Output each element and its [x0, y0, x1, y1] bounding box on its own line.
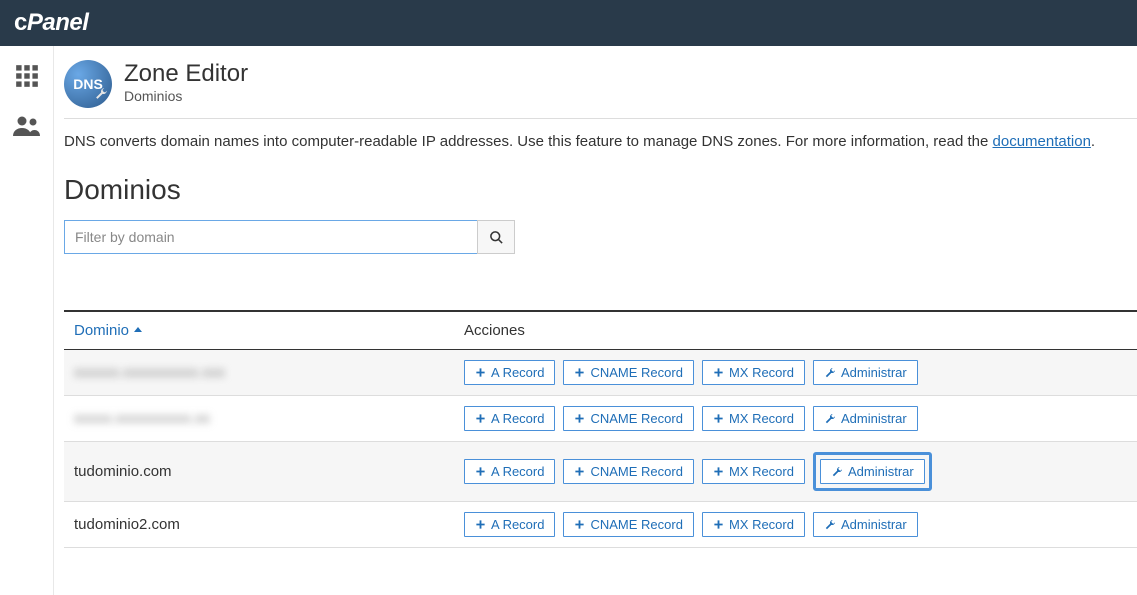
highlight-box: Administrar	[813, 452, 932, 491]
btn-label: MX Record	[729, 518, 794, 531]
plus-icon	[574, 466, 585, 477]
plus-icon	[475, 367, 486, 378]
btn-label: Administrar	[841, 412, 907, 425]
plus-icon	[574, 367, 585, 378]
col-actions-header: Acciones	[454, 311, 1137, 350]
btn-label: MX Record	[729, 412, 794, 425]
btn-label: Administrar	[841, 518, 907, 531]
table-row: xxxxxx.xxxxxxxxxx.xxx A Record CNAME Recor…	[64, 350, 1137, 396]
mx-record-button[interactable]: MX Record	[702, 459, 805, 484]
actions-cell: A Record CNAME Record MX Record Administrar	[454, 502, 1137, 548]
actions-cell: A Record CNAME Record MX Record Administrar	[454, 350, 1137, 396]
cpanel-logo: ccPanelPanel	[14, 9, 88, 37]
plus-icon	[574, 519, 585, 530]
btn-label: CNAME Record	[590, 518, 682, 531]
plus-icon	[574, 413, 585, 424]
cname-record-button[interactable]: CNAME Record	[563, 406, 693, 431]
manage-button[interactable]: Administrar	[813, 512, 918, 537]
domain-name: tudominio2.com	[74, 516, 180, 533]
col-domain-label: Dominio	[74, 322, 129, 339]
intro-prefix: DNS converts domain names into computer-…	[64, 133, 993, 150]
cname-record-button[interactable]: CNAME Record	[563, 459, 693, 484]
dns-icon: DNS	[64, 60, 112, 108]
mx-record-button[interactable]: MX Record	[702, 360, 805, 385]
cname-record-button[interactable]: CNAME Record	[563, 360, 693, 385]
page-subtitle: Dominios	[124, 88, 248, 104]
btn-label: MX Record	[729, 465, 794, 478]
wrench-icon	[824, 413, 836, 425]
intro-suffix: .	[1091, 133, 1095, 150]
plus-icon	[713, 413, 724, 424]
btn-label: CNAME Record	[590, 412, 682, 425]
plus-icon	[475, 519, 486, 530]
sort-asc-icon	[133, 325, 143, 335]
manage-button[interactable]: Administrar	[813, 406, 918, 431]
btn-label: MX Record	[729, 366, 794, 379]
filter-input[interactable]	[64, 220, 478, 254]
plus-icon	[713, 367, 724, 378]
actions-cell: A Record CNAME Record MX Record Administrar	[454, 396, 1137, 442]
btn-label: A Record	[491, 465, 544, 478]
wrench-icon	[831, 466, 843, 478]
a-record-button[interactable]: A Record	[464, 512, 555, 537]
page-header: DNS Zone Editor Dominios	[64, 60, 1137, 119]
section-heading: Dominios	[64, 174, 1137, 206]
btn-label: CNAME Record	[590, 465, 682, 478]
domains-table: Dominio Acciones xxxxxx.xxxxxxxxxx.xxx A …	[64, 310, 1137, 548]
mx-record-button[interactable]: MX Record	[702, 512, 805, 537]
plus-icon	[713, 466, 724, 477]
domain-cell: tudominio.com	[64, 442, 454, 502]
domain-name: tudominio.com	[74, 463, 172, 480]
side-nav	[0, 46, 54, 595]
domain-cell: xxxxxx.xxxxxxxxxx.xxx	[64, 350, 454, 396]
btn-label: Administrar	[848, 465, 914, 478]
cname-record-button[interactable]: CNAME Record	[563, 512, 693, 537]
table-row: tudominio.com A Record CNAME Record MX Reco…	[64, 442, 1137, 502]
btn-label: A Record	[491, 412, 544, 425]
plus-icon	[475, 413, 486, 424]
users-icon[interactable]	[11, 110, 43, 142]
domain-cell: tudominio2.com	[64, 502, 454, 548]
search-button[interactable]	[477, 220, 515, 254]
a-record-button[interactable]: A Record	[464, 459, 555, 484]
mx-record-button[interactable]: MX Record	[702, 406, 805, 431]
documentation-link[interactable]: documentation	[993, 133, 1091, 150]
btn-label: A Record	[491, 366, 544, 379]
intro-text: DNS converts domain names into computer-…	[64, 133, 1137, 150]
btn-label: Administrar	[841, 366, 907, 379]
domain-name: xxxxxx.xxxxxxxxxx.xxx	[74, 364, 225, 381]
table-row: xxxxx.xxxxxxxxxx.xx A Record CNAME Record M…	[64, 396, 1137, 442]
page-title: Zone Editor	[124, 60, 248, 88]
actions-cell: A Record CNAME Record MX Record Administrar	[454, 442, 1137, 502]
domain-cell: xxxxx.xxxxxxxxxx.xx	[64, 396, 454, 442]
top-bar: ccPanelPanel	[0, 0, 1137, 46]
wrench-icon	[824, 519, 836, 531]
manage-button[interactable]: Administrar	[813, 360, 918, 385]
domain-name: xxxxx.xxxxxxxxxx.xx	[74, 410, 210, 427]
wrench-icon	[824, 367, 836, 379]
a-record-button[interactable]: A Record	[464, 360, 555, 385]
plus-icon	[713, 519, 724, 530]
plus-icon	[475, 466, 486, 477]
main-content: DNS Zone Editor Dominios DNS converts do…	[54, 46, 1137, 595]
table-row: tudominio2.com A Record CNAME Record MX Rec…	[64, 502, 1137, 548]
manage-button[interactable]: Administrar	[820, 459, 925, 484]
btn-label: A Record	[491, 518, 544, 531]
filter-row	[64, 220, 1137, 254]
col-domain-header[interactable]: Dominio	[64, 311, 454, 350]
apps-grid-icon[interactable]	[11, 60, 43, 92]
btn-label: CNAME Record	[590, 366, 682, 379]
a-record-button[interactable]: A Record	[464, 406, 555, 431]
